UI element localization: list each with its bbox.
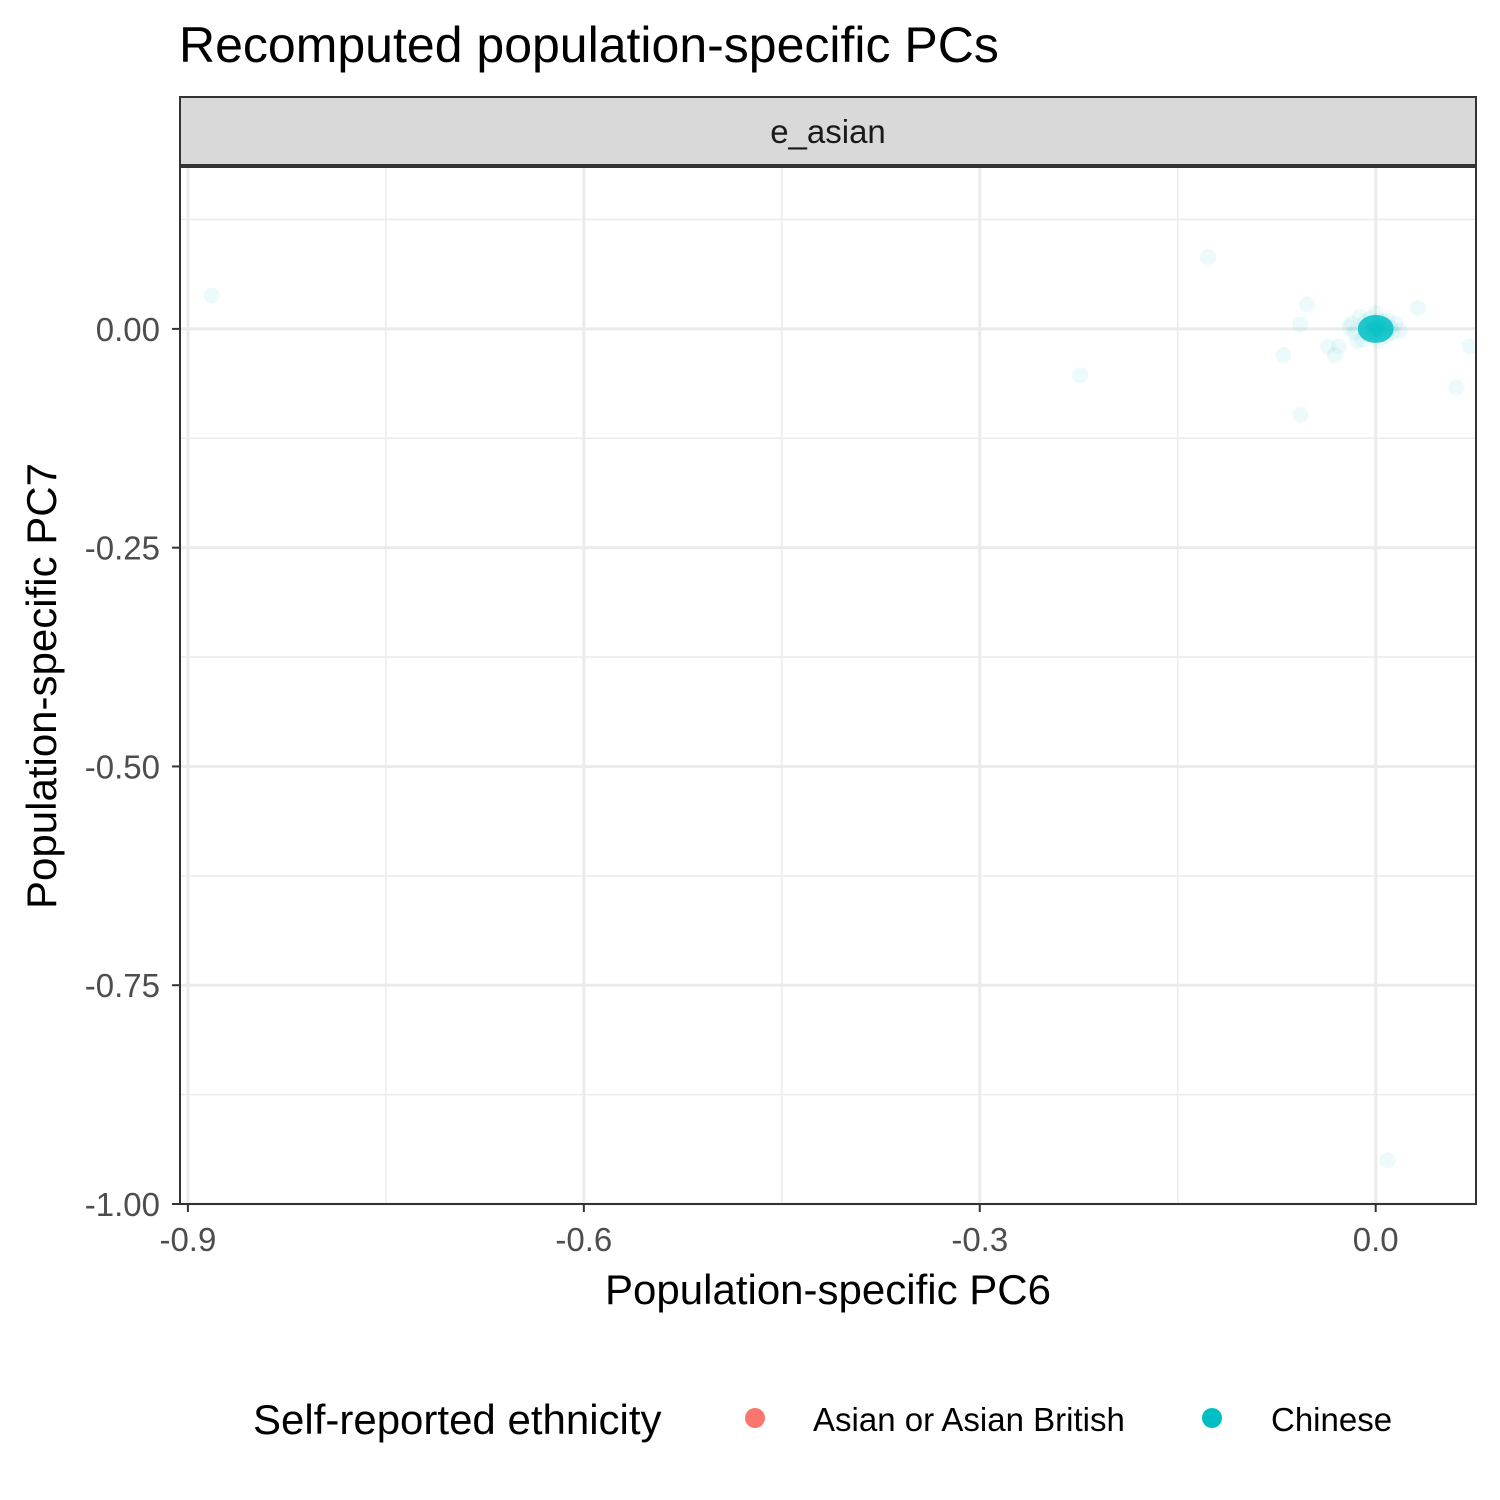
legend-key-asian-or-asian-british [745,1408,765,1428]
plot-panel-border [179,166,1477,1205]
x-tick-label: -0.6 [555,1221,612,1258]
y-tick-label: -1.00 [85,1186,160,1223]
x-tick-label: -0.9 [159,1221,216,1258]
data-point [1292,316,1309,333]
data-point [1275,347,1292,364]
x-tick-label: -0.3 [951,1221,1008,1258]
data-point [1343,315,1360,332]
legend-label-asian-or-asian-british: Asian or Asian British [813,1401,1125,1438]
data-point [1409,299,1426,316]
data-point [1391,322,1408,339]
facet-strip [179,96,1477,166]
data-point [1072,367,1089,384]
data-point [1326,347,1343,364]
legend-key-chinese [1202,1408,1222,1428]
data-point [1448,379,1465,396]
data-point [1461,338,1478,355]
y-tick-label: 0.00 [96,311,160,348]
data-point [1330,338,1347,355]
data-point [1379,1152,1396,1169]
data-point-cluster [1357,314,1394,343]
x-tick-label: 0.0 [1353,1221,1399,1258]
data-point [1320,338,1337,355]
data-point [203,287,220,304]
facet-label: e_asian [770,113,886,150]
legend-label-chinese: Chinese [1271,1401,1392,1438]
y-axis-label: Population-specific PC7 [18,463,65,909]
data-point [1341,319,1358,336]
minor-gridlines [180,167,1476,1204]
legend: Self-reported ethnicity Asian or Asian B… [253,1396,1392,1443]
data-point [1292,406,1309,423]
data-points [203,249,1478,1169]
legend-title: Self-reported ethnicity [253,1396,662,1443]
data-point [1299,296,1316,313]
y-tick-label: -0.25 [85,530,160,567]
x-axis: -0.9 -0.6 -0.3 0.0 [159,1204,1399,1258]
x-axis-label: Population-specific PC6 [605,1266,1051,1313]
y-axis: 0.00 -0.25 -0.50 -0.75 -1.00 [85,311,180,1223]
y-tick-label: -0.75 [85,967,160,1004]
y-tick-label: -0.50 [85,748,160,785]
data-point [1200,249,1217,266]
chart-title: Recomputed population-specific PCs [179,17,999,73]
plot-panel-background [180,167,1476,1204]
